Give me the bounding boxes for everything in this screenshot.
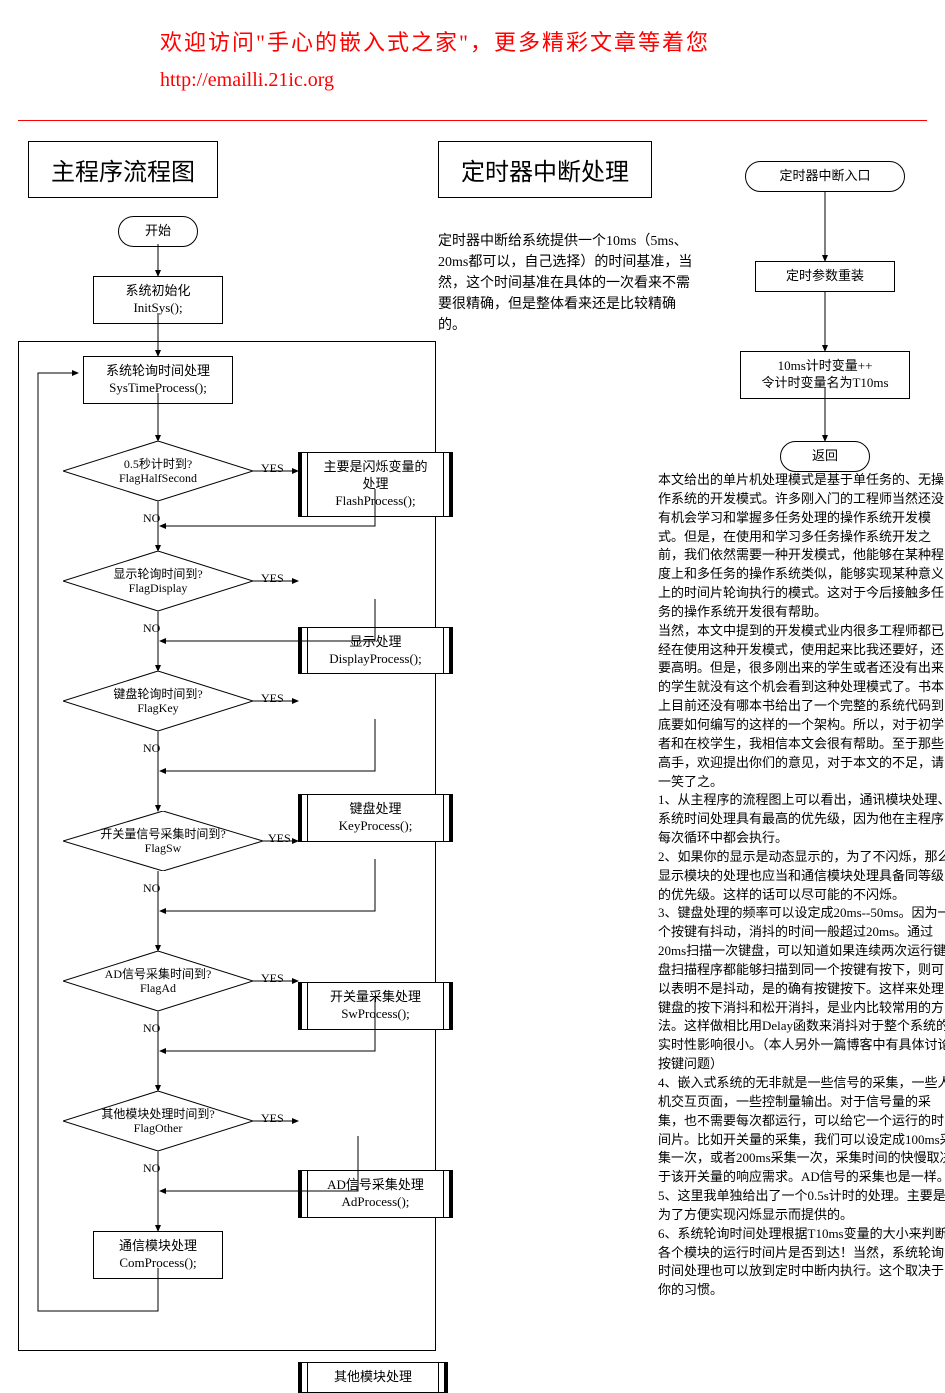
- body-paragraphs: 本文给出的单片机处理模式是基于单任务的、无操作系统的开发模式。许多刚入门的工程师…: [658, 471, 945, 1300]
- init-l2: InitSys();: [133, 300, 182, 317]
- yes-5: YES: [261, 971, 284, 986]
- body-paragraph: 3、键盘处理的频率可以设定成20ms--50ms。因为一个按键有抖动，消抖的时间…: [658, 904, 945, 1074]
- process-sw: 开关量采集处理 SwProcess();: [298, 982, 453, 1030]
- body-paragraph: 本文给出的单片机处理模式是基于单任务的、无操作系统的开发模式。许多刚入门的工程师…: [658, 471, 945, 622]
- com-node: 通信模块处理 ComProcess();: [93, 1231, 223, 1279]
- yes-2: YES: [261, 571, 284, 586]
- main-flow-title: 主程序流程图: [28, 141, 218, 198]
- header-url: http://emailli.21ic.org: [160, 69, 945, 92]
- page-header: 欢迎访问"手心的嵌入式之家"，更多精彩文章等着您 http://emailli.…: [0, 0, 945, 102]
- timer-inc: 10ms计时变量++ 令计时变量名为T10ms: [740, 351, 910, 399]
- right-column: 定时器中断处理 定时器中断入口 定时参数重装 10ms计时变量++ 令计时变量名…: [438, 141, 927, 428]
- decision-halfsecond: 0.5秒计时到?FlagHalfSecond: [63, 441, 253, 501]
- yes-1: YES: [261, 461, 284, 476]
- no-6: NO: [143, 1161, 160, 1176]
- process-flash: 主要是闪烁变量的处理 FlashProcess();: [298, 452, 453, 517]
- timer-flow-title: 定时器中断处理: [438, 141, 652, 198]
- no-4: NO: [143, 881, 160, 896]
- timer-arrows: [705, 141, 935, 481]
- no-5: NO: [143, 1021, 160, 1036]
- body-paragraph: 1、从主程序的流程图上可以看出，通讯模块处理、系统时间处理具有最高的优先级，因为…: [658, 791, 945, 848]
- decision-key: 键盘轮询时间到?FlagKey: [63, 671, 253, 731]
- systime-l2: SysTimeProcess();: [109, 380, 207, 397]
- init-node: 系统初始化 InitSys();: [93, 276, 223, 324]
- intro-paragraph: 定时器中断给系统提供一个10ms（5ms、20ms都可以，自己选择）的时间基准，…: [438, 231, 698, 336]
- no-2: NO: [143, 621, 160, 636]
- body-paragraph: 5、这里我单独给出了一个0.5s计时的处理。主要是为了方便实现闪烁显示而提供的。: [658, 1187, 945, 1225]
- yes-3: YES: [261, 691, 284, 706]
- systime-node: 系统轮询时间处理 SysTimeProcess();: [83, 356, 233, 404]
- main-flowchart: 主程序流程图 开始 系统初始化 InitSys(); 系统轮询时间处理 SysT…: [18, 141, 438, 428]
- decision-ad: AD信号采集时间到?FlagAd: [63, 951, 253, 1011]
- process-ad: AD信号采集处理 AdProcess();: [298, 1170, 453, 1218]
- body-paragraph: 4、嵌入式系统的无非就是一些信号的采集，一些人机交互页面，一些控制量输出。对于信…: [658, 1074, 945, 1187]
- decision-other: 其他模块处理时间到?FlagOther: [63, 1091, 253, 1151]
- process-key: 键盘处理 KeyProcess();: [298, 794, 453, 842]
- yes-4: YES: [268, 831, 291, 846]
- no-3: NO: [143, 741, 160, 756]
- yes-6: YES: [261, 1111, 284, 1126]
- timer-reload: 定时参数重装: [755, 261, 895, 292]
- body-paragraph: 6、系统轮询时间处理根据T10ms变量的大小来判断各个模块的运行时间片是否到达！…: [658, 1225, 945, 1300]
- no-1: NO: [143, 511, 160, 526]
- timer-entry: 定时器中断入口: [745, 161, 905, 192]
- decision-sw: 开关量信号采集时间到?FlagSw: [63, 811, 263, 871]
- process-other: 其他模块处理: [298, 1362, 448, 1393]
- start-label: 开始: [145, 223, 171, 240]
- timer-return: 返回: [780, 441, 870, 472]
- systime-l1: 系统轮询时间处理: [106, 363, 210, 380]
- content-area: 主程序流程图 开始 系统初始化 InitSys(); 系统轮询时间处理 SysT…: [0, 121, 945, 428]
- process-display: 显示处理 DisplayProcess();: [298, 627, 453, 675]
- body-paragraph: 当然，本文中提到的开发模式业内很多工程师都已经在使用这种开发模式，使用起来比我还…: [658, 622, 945, 792]
- header-title: 欢迎访问"手心的嵌入式之家"，更多精彩文章等着您: [160, 25, 945, 57]
- init-l1: 系统初始化: [125, 283, 190, 300]
- decision-display: 显示轮询时间到?FlagDisplay: [63, 551, 253, 611]
- start-node: 开始: [118, 216, 198, 247]
- body-paragraph: 2、如果你的显示是动态显示的，为了不闪烁，那么显示模块的处理也应当和通信模块处理…: [658, 848, 945, 905]
